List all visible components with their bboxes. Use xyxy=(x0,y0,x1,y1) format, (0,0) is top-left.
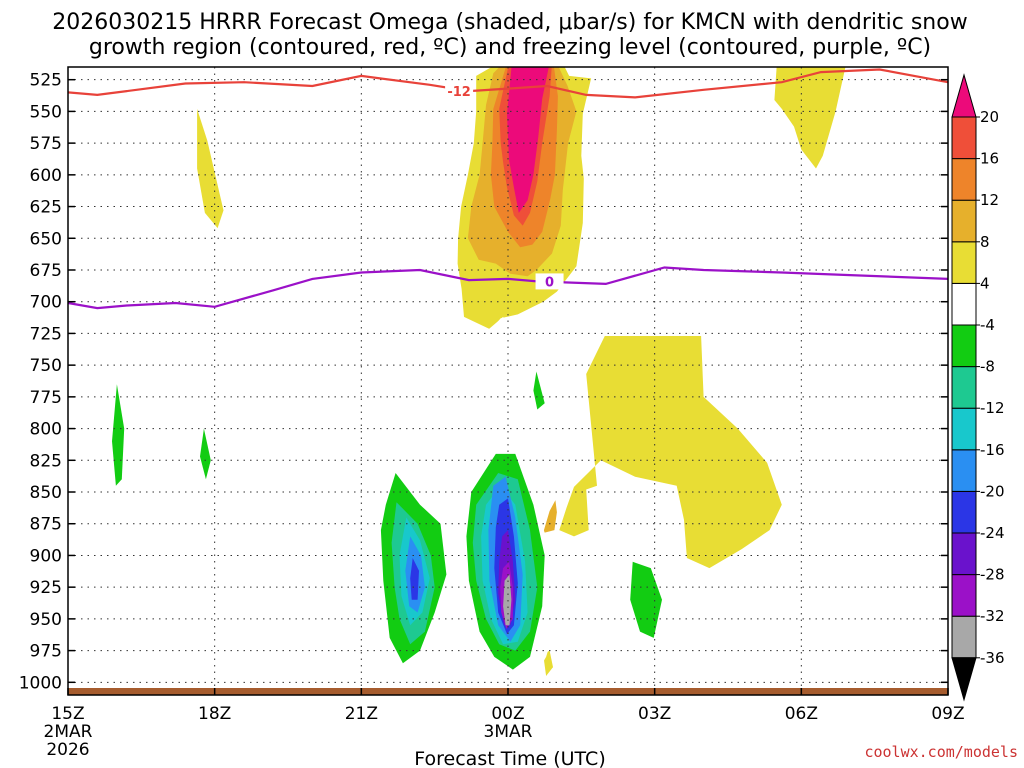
y-tick-label-800: 800 xyxy=(30,420,62,440)
x-tick-date-3MAR: 3MAR xyxy=(484,722,533,742)
y-tick-label-925: 925 xyxy=(30,578,62,598)
colorbar-label--24: -24 xyxy=(980,524,1005,542)
colorbar-label-16: 16 xyxy=(980,150,999,168)
x-tick-label-03Z: 03Z xyxy=(638,704,671,724)
contour-label--12: -12 xyxy=(447,85,471,100)
contour-label-bg-0 xyxy=(535,273,564,290)
omega-region-19 xyxy=(533,371,545,410)
omega-region-0 xyxy=(197,108,224,229)
colorbar-segment-16 xyxy=(951,116,977,160)
colorbar-segment-4 xyxy=(951,241,977,284)
omega-region-6 xyxy=(559,336,782,569)
colorbar-label-8: 8 xyxy=(980,233,990,251)
omega-region-30 xyxy=(503,574,512,626)
colorbar-label--20: -20 xyxy=(980,482,1005,500)
colorbar-segment-8 xyxy=(951,199,977,243)
omega-region-14 xyxy=(488,316,522,404)
omega-region-16 xyxy=(200,428,211,480)
omega-region-33 xyxy=(781,587,830,670)
colorbar-segment--20 xyxy=(951,449,977,492)
y-tick-label-525: 525 xyxy=(30,71,62,91)
y-tick-label-850: 850 xyxy=(30,483,62,503)
contour-lines: -12 0 xyxy=(68,68,948,310)
credit-text: coolwx.com/models xyxy=(864,743,1018,761)
y-tick-label-575: 575 xyxy=(30,134,62,154)
x-tick-year-2026: 2026 xyxy=(46,740,89,760)
y-tick-label-875: 875 xyxy=(30,515,62,535)
colorbar-segment-below-36 xyxy=(951,657,977,702)
colorbar-segment--12 xyxy=(951,366,977,409)
colorbar-segment--32 xyxy=(951,574,977,617)
omega-region-10 xyxy=(99,286,165,556)
omega-shaded-regions xyxy=(99,67,948,695)
x-tick-label-15Z: 15Z xyxy=(51,704,84,724)
colorbar-segment--36 xyxy=(951,615,977,659)
colorbar-label--16: -16 xyxy=(980,441,1005,459)
y-tick-label-775: 775 xyxy=(30,388,62,408)
colorbar: -36 -32 -28 -24 -20 -16 -12 -8 -4 4 8 12 16 20 xyxy=(951,73,1005,702)
contour-label-0: 0 xyxy=(545,275,554,290)
colorbar-label--12: -12 xyxy=(980,399,1005,417)
contour-label-bg--12 xyxy=(445,83,474,100)
y-axis: 525 550 575 600 625 650 675 700 725 750 775 800 825 8… xyxy=(19,71,948,693)
contour-line-0 xyxy=(68,266,948,310)
x-tick-label-21Z: 21Z xyxy=(345,704,378,724)
grid-lines xyxy=(68,67,948,695)
y-tick-label-1000: 1000 xyxy=(19,673,62,693)
colorbar-segment-above-20 xyxy=(951,73,977,118)
y-tick-label-975: 975 xyxy=(30,642,62,662)
x-tick-label-09Z: 09Z xyxy=(931,704,964,724)
chart-title-line-1: 2026030215 HRRR Forecast Omega (shaded, … xyxy=(52,10,967,35)
y-tick-label-550: 550 xyxy=(30,102,62,122)
omega-region-34 xyxy=(926,618,948,661)
x-tick-label-00Z: 00Z xyxy=(491,704,524,724)
x-tick-label-06Z: 06Z xyxy=(785,704,818,724)
omega-region-12 xyxy=(406,134,433,239)
colorbar-label-4: 4 xyxy=(980,274,990,292)
y-tick-label-650: 650 xyxy=(30,229,62,249)
colorbar-label--8: -8 xyxy=(980,358,995,376)
colorbar-segment--24 xyxy=(951,490,977,534)
y-tick-label-600: 600 xyxy=(30,166,62,186)
omega-region-26 xyxy=(410,558,419,600)
chart-title-line-2: growth region (contoured, red, ºC) and f… xyxy=(89,35,931,60)
y-tick-label-675: 675 xyxy=(30,261,62,281)
colorbar-segment--16 xyxy=(951,407,977,451)
x-axis-label: Forecast Time (UTC) xyxy=(414,748,605,768)
y-tick-label-625: 625 xyxy=(30,198,62,218)
colorbar-label--4: -4 xyxy=(980,316,995,334)
omega-region-9 xyxy=(774,67,846,169)
colorbar-segment-12 xyxy=(951,158,977,201)
x-tick-date-2MAR: 2MAR xyxy=(44,722,93,742)
colorbar-label--28: -28 xyxy=(980,566,1005,584)
contour-line--12 xyxy=(68,68,948,99)
colorbar-segment--8 xyxy=(951,324,977,368)
y-tick-label-950: 950 xyxy=(30,610,62,630)
colorbar-label-12: 12 xyxy=(980,191,999,209)
y-tick-label-750: 750 xyxy=(30,356,62,376)
colorbar-label--32: -32 xyxy=(980,607,1005,625)
y-tick-label-825: 825 xyxy=(30,451,62,471)
omega-region-5 xyxy=(507,67,549,213)
colorbar-label--36: -36 xyxy=(980,649,1005,667)
y-tick-label-725: 725 xyxy=(30,324,62,344)
y-tick-label-700: 700 xyxy=(30,293,62,313)
colorbar-segment--4 xyxy=(951,282,977,326)
x-tick-label-18Z: 18Z xyxy=(198,704,231,724)
colorbar-segment--28 xyxy=(951,532,977,576)
y-tick-label-900: 900 xyxy=(30,546,62,566)
colorbar-label-20: 20 xyxy=(980,108,999,126)
